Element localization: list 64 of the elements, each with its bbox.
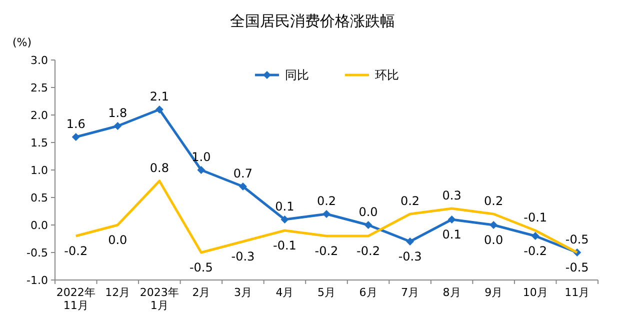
data-label: 1.8 — [108, 106, 128, 120]
data-label: 0.3 — [442, 188, 462, 202]
x-tick-label: 3月 — [234, 286, 252, 299]
data-label: 0.7 — [233, 166, 253, 180]
data-label: -0.1 — [273, 238, 296, 252]
legend-label: 环比 — [375, 68, 399, 82]
point — [322, 210, 330, 218]
legend-label: 同比 — [285, 68, 309, 82]
data-label: 0.0 — [484, 233, 504, 247]
data-label: -0.2 — [356, 244, 380, 258]
x-tick-label: 9月 — [484, 286, 503, 299]
data-label: 0.0 — [358, 205, 378, 219]
point — [114, 122, 122, 130]
x-tick-label: 2023年 1月 — [140, 286, 179, 312]
y-tick-label: 0.5 — [30, 192, 48, 204]
x-tick-label: 10月 — [522, 286, 548, 299]
y-tick-label: -0.5 — [26, 246, 48, 260]
y-axis-title: (%) — [12, 36, 32, 49]
data-label: 0.2 — [484, 194, 504, 208]
y-tick-label: 2.5 — [30, 82, 48, 94]
x-tick-label: 6月 — [359, 286, 378, 299]
point — [72, 133, 80, 141]
point — [490, 221, 498, 229]
x-tick-label: 8月 — [442, 286, 461, 299]
point — [280, 216, 289, 224]
chart-title: 全国居民消费价格涨跌幅 — [230, 12, 395, 30]
data-label: 0.1 — [442, 228, 462, 242]
data-label: -0.2 — [314, 244, 338, 258]
y-tick-label: 1.5 — [30, 136, 48, 150]
point — [364, 221, 372, 229]
y-tick-label: 0.0 — [30, 219, 48, 232]
y-tick-label: 3.0 — [30, 54, 48, 67]
point — [406, 238, 414, 246]
x-tick-label: 7月 — [401, 286, 420, 299]
data-label: 1.0 — [192, 150, 211, 164]
x-tick-label: 5月 — [318, 286, 336, 299]
data-label: 1.6 — [66, 117, 86, 131]
x-tick-label: 4月 — [276, 286, 294, 299]
data-label: -0.3 — [398, 250, 422, 264]
data-label: 0.2 — [316, 194, 336, 208]
data-label: -0.2 — [524, 244, 548, 258]
data-label: -0.5 — [565, 232, 589, 246]
data-label: -0.5 — [189, 260, 213, 274]
data-label: 0.2 — [400, 194, 420, 208]
point — [448, 216, 456, 224]
data-label: -0.1 — [524, 210, 548, 224]
y-tick-label: 2.0 — [30, 109, 48, 122]
data-label: 0.0 — [108, 233, 128, 247]
data-label: 0.1 — [275, 200, 294, 214]
y-tick-label: 1.0 — [30, 164, 48, 177]
point — [238, 182, 247, 190]
data-label: -0.5 — [565, 260, 589, 274]
data-label: 0.8 — [150, 161, 169, 175]
x-tick-label: 11月 — [564, 286, 590, 299]
x-tick-label: 2022年 11月 — [56, 286, 96, 312]
data-label: -0.3 — [231, 250, 255, 264]
data-label: -0.2 — [64, 244, 88, 258]
point — [197, 166, 206, 174]
x-tick-label: 12月 — [105, 286, 130, 299]
point — [531, 232, 540, 240]
x-tick-label: 2月 — [192, 286, 210, 299]
point — [155, 106, 164, 114]
data-label: 2.1 — [150, 90, 169, 104]
y-tick-label: -1.0 — [26, 274, 48, 287]
